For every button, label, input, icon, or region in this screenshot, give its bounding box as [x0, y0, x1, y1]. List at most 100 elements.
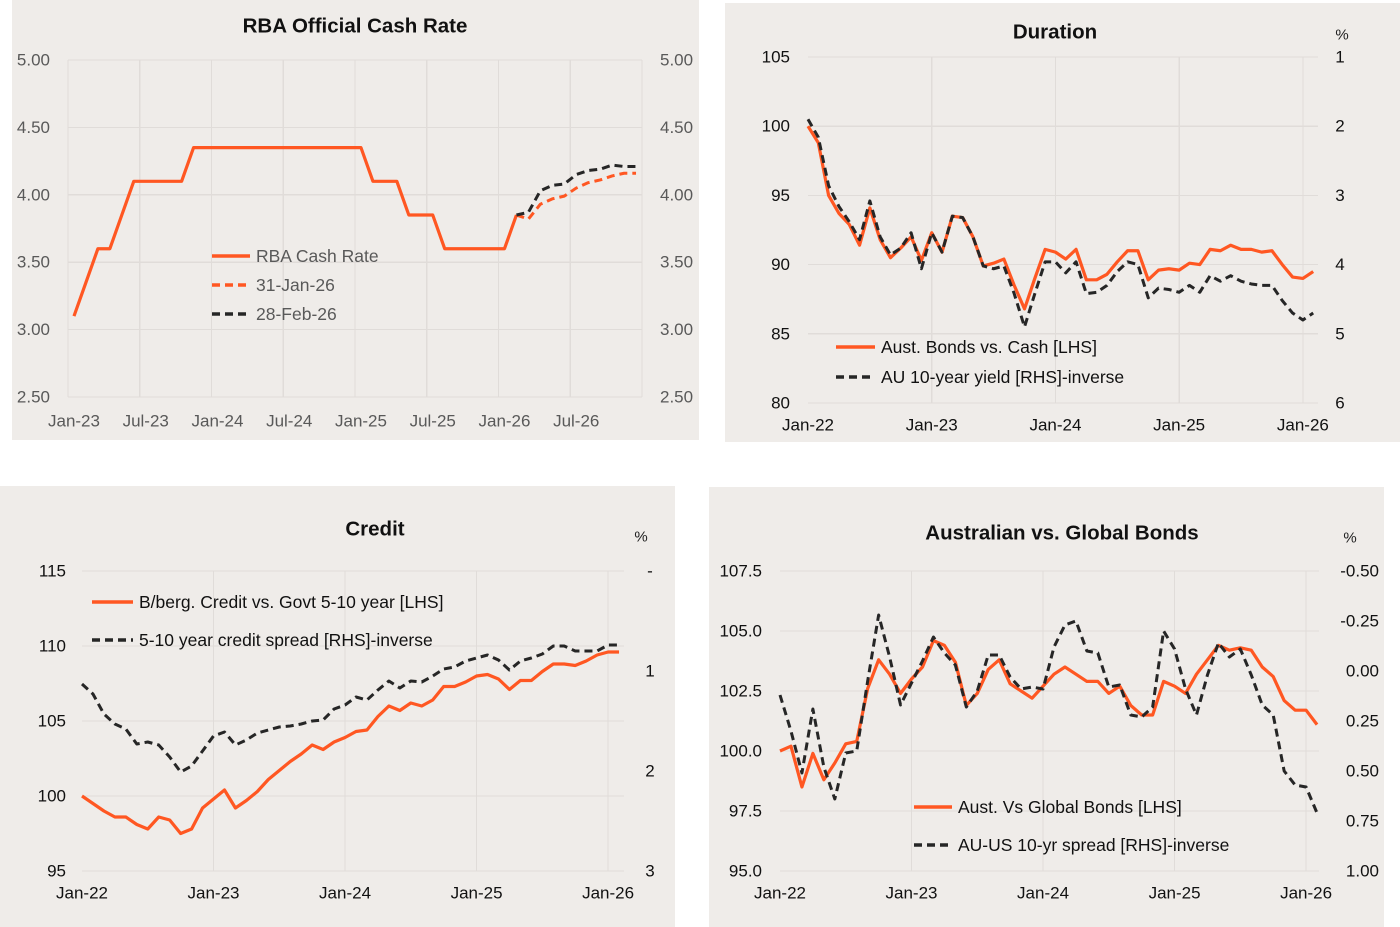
- legend-item: AU 10-year yield [RHS]-inverse: [836, 367, 1124, 387]
- y-tick-label-right: -: [647, 562, 653, 581]
- axes: 105 100 95 90 85 80 1 2 3 4 5 6 Jan-22 Jan-23 Jan-24 Ja…: [762, 48, 1345, 435]
- legend-label: AU-US 10-yr spread [RHS]-inverse: [958, 835, 1229, 855]
- series-line-b-berg-credit-vs-govt-5-10-year-lhs: [81, 650, 620, 836]
- chart-title: RBA Official Cash Rate: [243, 15, 468, 38]
- y-tick-label-right: 4: [1335, 255, 1344, 274]
- gridlines: [67, 59, 643, 398]
- x-tick-label: Jan-24: [1017, 884, 1069, 903]
- chart-title: Credit: [345, 518, 404, 541]
- y-tick-label-left: 80: [771, 394, 790, 413]
- x-tick-label: Jan-22: [56, 884, 108, 903]
- y-tick-label-left: 3.50: [17, 253, 50, 272]
- legend-label: RBA Cash Rate: [256, 246, 379, 266]
- y-tick-label-left: 4.00: [17, 185, 50, 204]
- series-line-31-jan-26: [515, 171, 637, 221]
- y-tick-label-right: 1: [645, 662, 654, 681]
- y-tick-label-right: 3.50: [660, 253, 693, 272]
- x-tick-label: Jan-24: [319, 884, 371, 903]
- y-tick-label-right: 0.25: [1346, 712, 1379, 731]
- legend: RBA Cash Rate 31-Jan-26 28-Feb-26: [212, 246, 379, 324]
- series-line-au-10-year-yield-rhs-inverse: [806, 118, 1315, 329]
- x-tick-label: Jan-23: [188, 884, 240, 903]
- series: [72, 146, 637, 317]
- chart-title: Australian vs. Global Bonds: [925, 522, 1198, 545]
- y-tick-label-left: 5.00: [17, 51, 50, 70]
- legend-label: B/berg. Credit vs. Govt 5-10 year [LHS]: [139, 592, 443, 612]
- legend-item: 28-Feb-26: [212, 304, 337, 324]
- legend-item: AU-US 10-yr spread [RHS]-inverse: [914, 835, 1229, 855]
- y-tick-label-right: 0.00: [1346, 662, 1379, 681]
- legend-item: Aust. Vs Global Bonds [LHS]: [914, 797, 1182, 817]
- y-tick-label-left: 95: [771, 186, 790, 205]
- gridlines: [82, 570, 624, 872]
- x-tick-label: Jan-25: [1149, 884, 1201, 903]
- x-tick-label: Jan-26: [1280, 884, 1332, 903]
- y-tick-label-left: 105.0: [719, 622, 762, 641]
- y-tick-label-right: 5.00: [660, 51, 693, 70]
- y-tick-label-right: 0.50: [1346, 762, 1379, 781]
- x-tick-label: Jan-23: [48, 412, 100, 431]
- series-line-28-feb-26: [516, 163, 637, 217]
- gridlines: [780, 570, 1319, 872]
- legend: Aust. Vs Global Bonds [LHS] AU-US 10-yr s…: [914, 797, 1229, 855]
- x-tick-label: Jul-25: [410, 412, 456, 431]
- x-tick-label: Jan-25: [1153, 416, 1205, 435]
- y-tick-label-left: 105: [38, 712, 66, 731]
- y-tick-label-left: 110: [39, 637, 66, 656]
- gridlines: [808, 56, 1318, 404]
- y-tick-label-right: 6: [1335, 394, 1344, 413]
- series-line-rba-cash-rate: [72, 146, 518, 317]
- legend-label: 31-Jan-26: [256, 275, 335, 295]
- y-tick-label-left: 107.5: [719, 562, 762, 581]
- y-tick-label-right: 3: [1335, 186, 1344, 205]
- chart-rba-cash-rate: RBA Official Cash Rate 5.00 4.50 4.00 3.50 3.…: [17, 15, 693, 431]
- series-line-aust-vs-global-bonds-lhs: [779, 639, 1319, 789]
- y-tick-label-right: 0.75: [1346, 812, 1379, 831]
- series-line-au-us-10-yr-spread-rhs-inverse: [778, 613, 1319, 814]
- y-tick-label-right: 2: [1335, 117, 1344, 136]
- y-tick-label-left: 102.5: [719, 682, 762, 701]
- series: [806, 118, 1315, 329]
- x-tick-label: Jan-26: [582, 884, 634, 903]
- chart-panel-rba-cash-rate: RBA Official Cash Rate 5.00 4.50 4.00 3.50 3.…: [12, 0, 699, 440]
- y-tick-label-right: -0.50: [1340, 562, 1379, 581]
- y-tick-label-right: 4.00: [660, 185, 693, 204]
- y-tick-label-left: 115: [39, 562, 66, 581]
- x-tick-label: Jan-24: [1029, 416, 1081, 435]
- x-tick-label: Jan-26: [478, 412, 530, 431]
- y-tick-label-right: 4.50: [660, 118, 693, 137]
- y-tick-label-left: 3.00: [17, 320, 50, 339]
- y-tick-label-right: 2: [645, 762, 654, 781]
- legend-label: AU 10-year yield [RHS]-inverse: [881, 367, 1124, 387]
- axes: 107.5 105.0 102.5 100.0 97.5 95.0 -0.50 -0.25 0.…: [719, 562, 1379, 903]
- x-tick-label: Jul-23: [123, 412, 169, 431]
- axes: 115 110 105 100 95 - 1 2 3 Jan-22 Jan-23 Jan-24 Jan-…: [38, 562, 655, 903]
- y-tick-label-right: 1.00: [1346, 862, 1379, 881]
- x-tick-label: Jan-22: [782, 416, 834, 435]
- x-tick-label: Jul-24: [266, 412, 312, 431]
- series: [80, 643, 620, 836]
- x-tick-label: Jan-26: [1277, 416, 1329, 435]
- y-tick-label-left: 100: [762, 117, 790, 136]
- chart-credit: Credit % 115 110 105 100 95 - 1 2 3 Jan-22 Jan-23 Jan…: [38, 518, 655, 903]
- legend-label: 5-10 year credit spread [RHS]-inverse: [139, 630, 433, 650]
- legend-item: 5-10 year credit spread [RHS]-inverse: [92, 630, 433, 650]
- x-tick-label: Jan-22: [754, 884, 806, 903]
- x-tick-label: Jan-25: [335, 412, 387, 431]
- x-tick-label: Jan-25: [451, 884, 503, 903]
- y-tick-label-left: 90: [771, 255, 790, 274]
- right-axis-unit-label: %: [1335, 27, 1348, 44]
- chart-duration: Duration % 105 100 95 90 85 80 1 2 3 4 5 6 Jan-22 Jan-2…: [762, 21, 1349, 435]
- y-tick-label-left: 100: [38, 787, 66, 806]
- y-tick-label-left: 95: [47, 862, 66, 881]
- legend-label: Aust. Vs Global Bonds [LHS]: [958, 797, 1182, 817]
- series-line-aust-bonds-vs-cash-lhs: [806, 125, 1315, 311]
- y-tick-label-left: 105: [762, 48, 790, 67]
- y-tick-label-right: 5: [1335, 324, 1344, 343]
- series-line-5-10-year-credit-spread-rhs-inverse: [80, 643, 620, 774]
- legend: Aust. Bonds vs. Cash [LHS] AU 10-year yie…: [836, 337, 1124, 387]
- right-axis-unit-label: %: [634, 529, 647, 546]
- y-tick-label-left: 85: [771, 324, 790, 343]
- legend-item: B/berg. Credit vs. Govt 5-10 year [LHS]: [92, 592, 443, 612]
- y-tick-label-right: 2.50: [660, 388, 693, 407]
